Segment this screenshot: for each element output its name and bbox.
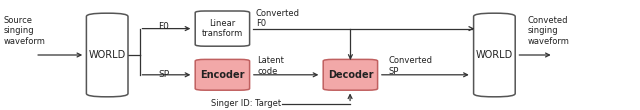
Text: Decoder: Decoder (328, 70, 373, 80)
Text: Singer ID: Target: Singer ID: Target (211, 99, 282, 108)
FancyBboxPatch shape (474, 13, 515, 97)
Text: WORLD: WORLD (88, 50, 126, 60)
FancyBboxPatch shape (86, 13, 128, 97)
Text: Latent
code: Latent code (257, 56, 284, 76)
Text: SP: SP (158, 70, 169, 79)
Text: Linear
transform: Linear transform (202, 19, 243, 38)
Text: Converted
SP: Converted SP (388, 56, 433, 76)
FancyBboxPatch shape (195, 11, 250, 46)
FancyBboxPatch shape (323, 59, 378, 90)
FancyBboxPatch shape (195, 59, 250, 90)
Text: Converted
F0: Converted F0 (256, 9, 300, 28)
Text: WORLD: WORLD (476, 50, 513, 60)
Text: Conveted
singing
waveform: Conveted singing waveform (528, 16, 570, 46)
Text: Source
singing
waveform: Source singing waveform (3, 16, 45, 46)
Text: F0: F0 (158, 22, 169, 31)
Text: Encoder: Encoder (200, 70, 244, 80)
